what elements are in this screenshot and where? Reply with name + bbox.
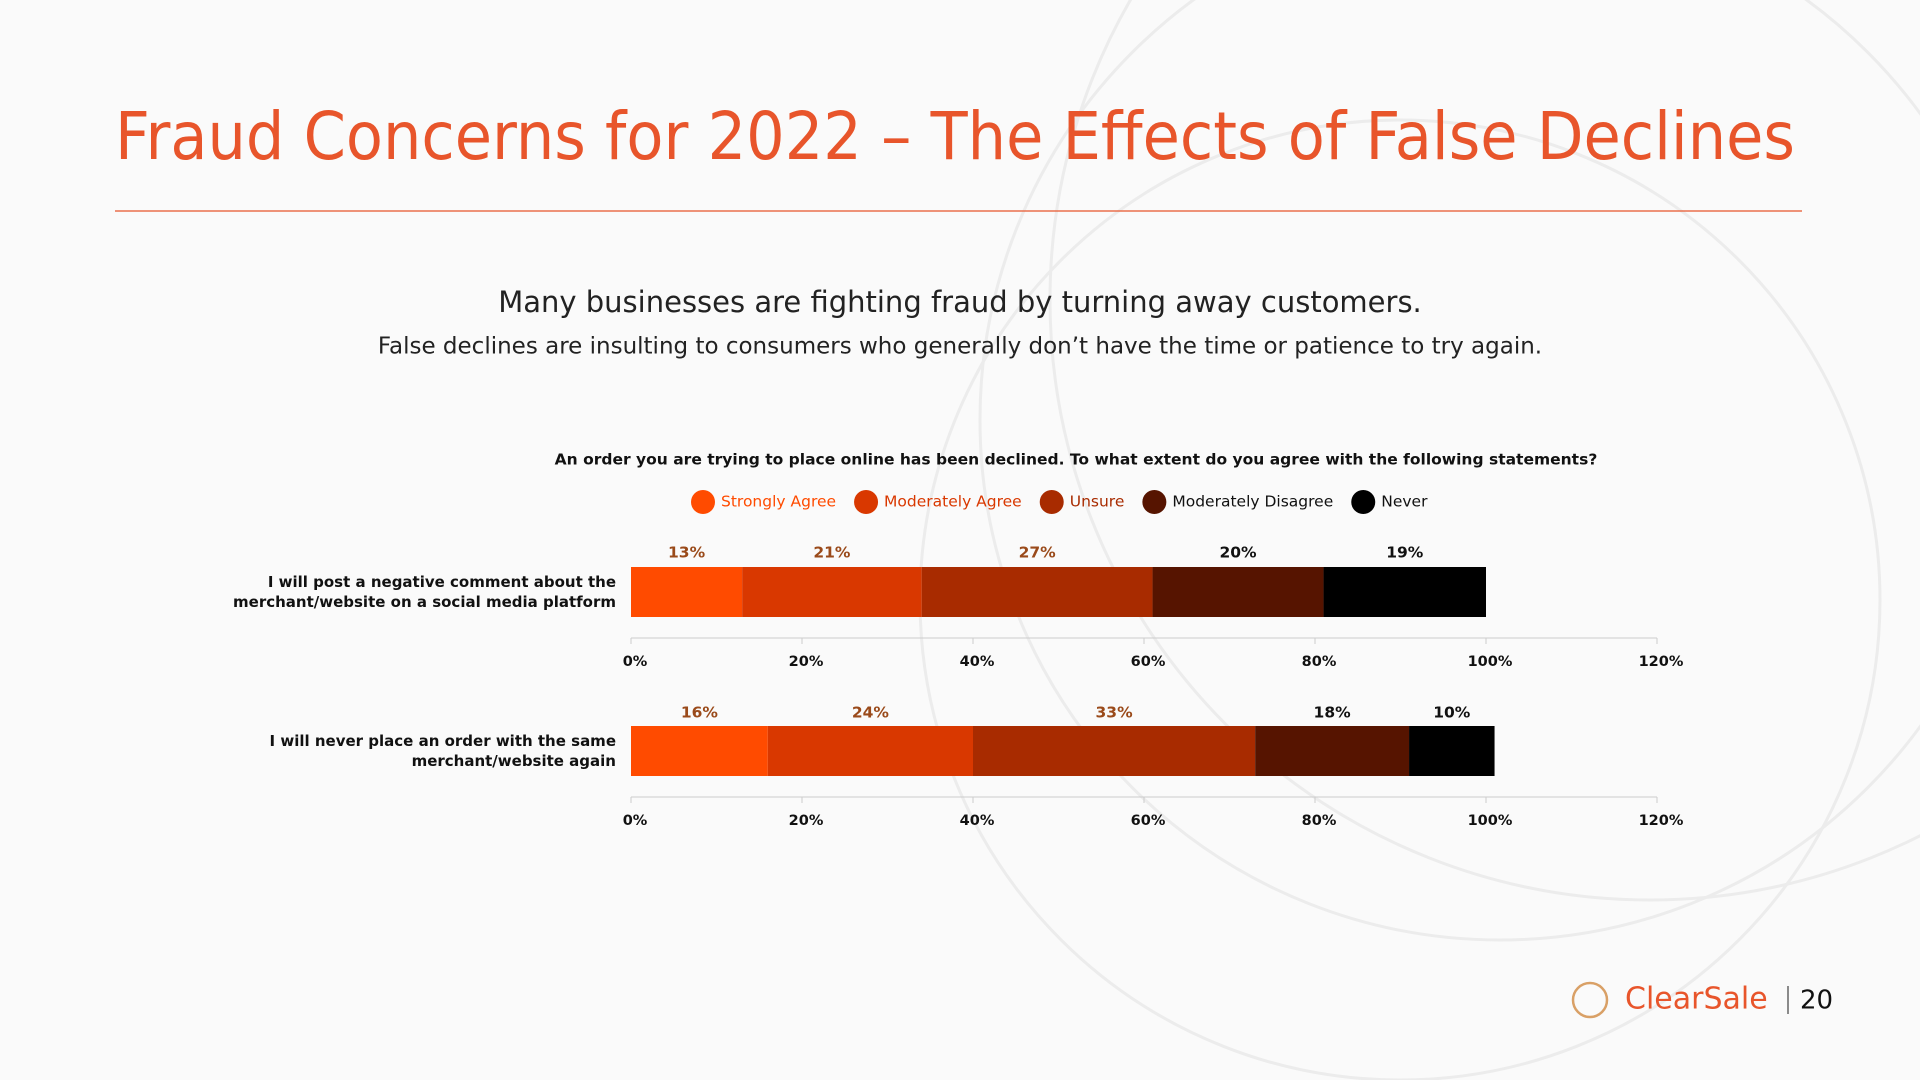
x-tick-label: 80% xyxy=(1302,813,1337,829)
legend-swatch xyxy=(854,490,879,514)
bar-segment xyxy=(767,726,973,776)
value-label: 10% xyxy=(1433,704,1471,722)
value-label: 27% xyxy=(1019,544,1057,562)
legend-label: Moderately Agree xyxy=(884,493,1022,511)
chart-title: An order you are trying to place online … xyxy=(555,451,1598,469)
x-tick-label: 20% xyxy=(789,813,824,829)
slide-title: Fraud Concerns for 2022 – The Effects of… xyxy=(115,98,1795,175)
legend-label: Unsure xyxy=(1070,493,1125,511)
x-tick-label: 100% xyxy=(1468,654,1513,670)
value-label: 16% xyxy=(681,704,719,722)
body-text: False declines are insulting to consumer… xyxy=(378,334,1542,360)
bar-segment xyxy=(631,726,768,776)
value-label: 18% xyxy=(1314,704,1352,722)
x-tick-label: 80% xyxy=(1302,654,1337,670)
category-label: I will never place an order with the sam… xyxy=(269,732,616,770)
x-tick-label: 60% xyxy=(1131,813,1166,829)
legend-label: Moderately Disagree xyxy=(1172,493,1333,511)
legend-swatch xyxy=(1039,490,1064,514)
x-tick-label: 40% xyxy=(960,654,995,670)
legend-swatch xyxy=(1142,490,1167,514)
x-tick-label: 60% xyxy=(1131,654,1166,670)
x-tick-label: 100% xyxy=(1468,813,1513,829)
bar-segment xyxy=(1152,567,1324,617)
bar-segment xyxy=(973,726,1256,776)
value-label: 13% xyxy=(668,544,706,562)
legend-label: Strongly Agree xyxy=(721,493,836,511)
bar-segment xyxy=(1409,726,1495,776)
category-label: I will post a negative comment about the… xyxy=(233,573,616,611)
x-tick-label: 40% xyxy=(960,813,995,829)
x-tick-label: 120% xyxy=(1639,813,1684,829)
bar-segment xyxy=(631,567,743,617)
x-tick-label: 0% xyxy=(623,813,648,829)
logo-text: ClearSale xyxy=(1625,982,1768,1017)
value-label: 24% xyxy=(852,704,890,722)
bar-segment xyxy=(1323,567,1486,617)
value-label: 19% xyxy=(1386,544,1424,562)
legend-label: Never xyxy=(1381,493,1428,511)
value-label: 20% xyxy=(1219,544,1257,562)
x-tick-label: 20% xyxy=(789,654,824,670)
logo: ClearSale 20 xyxy=(1571,982,1833,1019)
x-tick-label: 0% xyxy=(623,654,648,670)
legend-swatch xyxy=(691,490,715,514)
subtitle: Many businesses are fighting fraud by tu… xyxy=(498,285,1422,319)
value-label: 33% xyxy=(1096,704,1134,722)
value-label: 21% xyxy=(813,544,851,562)
x-tick-label: 120% xyxy=(1639,654,1684,670)
page-number: 20 xyxy=(1800,986,1833,1016)
bar-segment xyxy=(1255,726,1410,776)
bar-segment xyxy=(921,567,1153,617)
bar-segment xyxy=(742,567,922,617)
legend-swatch xyxy=(1351,490,1376,514)
